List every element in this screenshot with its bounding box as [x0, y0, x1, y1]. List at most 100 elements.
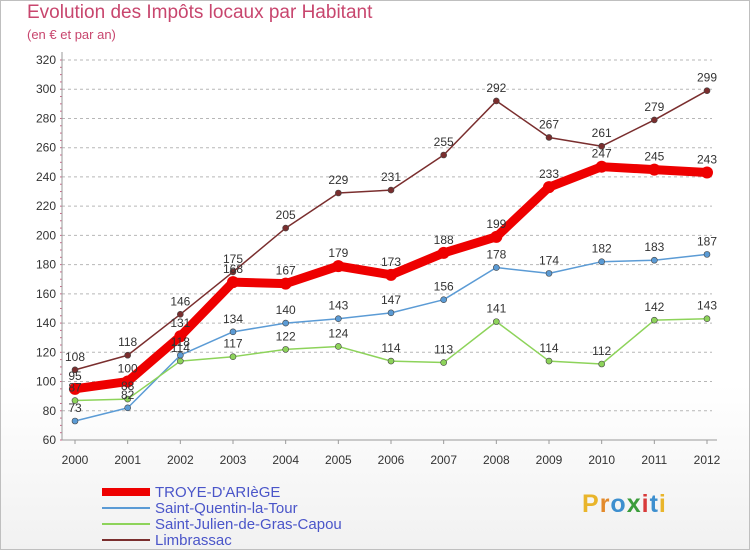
data-point: [701, 166, 713, 179]
data-point: [282, 346, 289, 353]
data-point: [227, 276, 239, 289]
data-label: 88: [121, 379, 135, 393]
data-label: 188: [434, 233, 454, 247]
data-point: [648, 163, 661, 176]
data-point: [332, 260, 345, 273]
data-point: [651, 316, 658, 324]
data-label: 245: [644, 150, 664, 164]
data-point: [177, 357, 184, 365]
x-tick-label: 2009: [536, 453, 563, 467]
x-tick-label: 2007: [430, 453, 457, 467]
data-label: 141: [486, 302, 506, 316]
data-point: [493, 264, 500, 271]
y-tick-label: 240: [36, 170, 56, 184]
data-point: [282, 224, 289, 232]
data-label: 114: [171, 341, 190, 355]
data-label: 183: [644, 240, 664, 254]
y-tick-label: 180: [36, 258, 56, 272]
data-point: [440, 296, 447, 303]
data-point: [595, 160, 608, 173]
logo-letter: P: [582, 490, 600, 518]
data-label: 231: [381, 170, 401, 184]
data-point: [703, 87, 711, 94]
data-label: 114: [539, 341, 558, 355]
data-point: [229, 328, 237, 336]
y-tick-label: 260: [36, 141, 56, 155]
x-tick-label: 2004: [272, 453, 299, 467]
data-point: [493, 97, 500, 105]
data-label: 87: [68, 381, 82, 395]
data-point: [387, 357, 395, 365]
data-label: 168: [223, 262, 243, 276]
data-label: 100: [118, 362, 138, 376]
data-point: [71, 366, 79, 374]
data-label: 82: [121, 388, 135, 402]
data-point: [282, 319, 289, 327]
data-label: 279: [644, 100, 664, 114]
data-point: [543, 181, 555, 194]
data-label: 95: [68, 369, 82, 383]
data-label: 261: [592, 126, 612, 140]
x-tick-label: 2010: [588, 453, 615, 467]
logo-letter: r: [599, 490, 611, 518]
logo-letter: i: [641, 490, 650, 518]
data-label: 146: [170, 294, 190, 308]
data-label: 178: [486, 248, 506, 262]
data-point: [545, 134, 553, 141]
data-label: 113: [434, 343, 453, 357]
data-point: [387, 309, 395, 317]
proxiti-logo: Proxiti: [582, 490, 667, 519]
data-label: 147: [381, 293, 401, 307]
data-label: 112: [592, 344, 611, 358]
chart-title: Evolution des Impôts locaux par Habitant: [27, 2, 373, 23]
y-tick-label: 100: [36, 375, 56, 389]
data-point: [279, 277, 292, 290]
data-label: 174: [539, 253, 559, 267]
y-tick-label: 60: [43, 433, 57, 447]
data-label: 182: [592, 242, 612, 256]
data-point: [598, 360, 605, 368]
data-label: 179: [328, 246, 348, 260]
data-point: [703, 251, 711, 258]
data-label: 134: [223, 312, 243, 326]
data-label: 114: [381, 341, 400, 355]
logo-letter: t: [649, 490, 659, 518]
data-point: [440, 359, 447, 366]
data-label: 167: [276, 264, 296, 278]
data-label: 173: [381, 255, 401, 269]
data-label: 131: [170, 316, 190, 330]
x-tick-label: 2000: [62, 453, 89, 467]
data-label: 299: [697, 71, 717, 85]
data-point: [69, 382, 81, 395]
data-label: 156: [434, 280, 454, 294]
data-point: [703, 315, 711, 322]
data-point: [490, 230, 503, 243]
data-label: 73: [68, 401, 82, 415]
x-tick-label: 2011: [641, 453, 667, 467]
data-label: 187: [697, 234, 717, 248]
data-label: 118: [171, 335, 190, 349]
y-tick-label: 80: [43, 404, 57, 418]
data-point: [229, 268, 237, 276]
data-point: [545, 357, 553, 365]
data-label: 108: [65, 350, 85, 364]
logo-letter: o: [610, 490, 627, 518]
x-tick-label: 2012: [694, 453, 721, 467]
x-tick-label: 2001: [114, 453, 141, 467]
data-label: 118: [118, 335, 137, 349]
data-label: 255: [434, 135, 454, 149]
logo-letter: i: [658, 490, 667, 518]
y-tick-label: 280: [36, 111, 56, 125]
data-label: 124: [328, 326, 348, 340]
y-tick-label: 200: [36, 228, 56, 242]
data-point: [177, 311, 184, 318]
data-point: [651, 256, 658, 264]
legend-entry-label: Saint-Julien-de-Gras-Capou: [155, 516, 342, 533]
x-tick-label: 2006: [378, 453, 405, 467]
data-point: [598, 142, 605, 150]
data-label: 142: [644, 300, 664, 314]
data-point: [385, 268, 397, 281]
data-point: [335, 343, 342, 350]
data-label: 233: [539, 167, 559, 181]
